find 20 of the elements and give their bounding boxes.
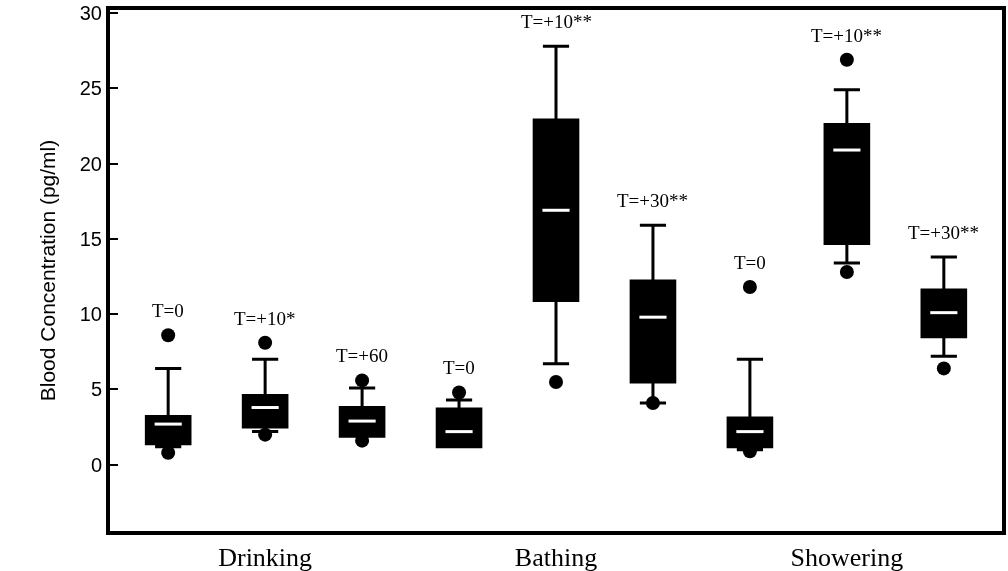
y-tick-label: 30 (79, 2, 102, 25)
x-tick-label: Bathing (514, 543, 598, 571)
y-tick-label: 20 (79, 152, 102, 175)
y-tick-label: 5 (90, 378, 102, 401)
x-tick-label: Showering (790, 543, 904, 571)
annotation: T=+10* (234, 308, 296, 329)
annotation: T=+10** (811, 25, 883, 46)
annotation: T=+30** (908, 222, 980, 243)
annotation: T=0 (734, 252, 766, 273)
y-tick-label: 0 (90, 453, 102, 476)
y-tick-label: 10 (79, 303, 102, 326)
y-tick-label: 25 (79, 77, 102, 100)
annotation: T=0 (152, 300, 184, 321)
y-axis-title: Blood Concentration (pg/ml) (36, 139, 59, 402)
annotation: T=+60 (336, 345, 389, 366)
annotation: T=0 (443, 357, 475, 378)
annotation: T=+10** (521, 11, 593, 32)
x-tick-label: Drinking (218, 543, 313, 571)
annotation: T=+30** (617, 190, 689, 211)
y-tick-label: 15 (79, 227, 102, 250)
